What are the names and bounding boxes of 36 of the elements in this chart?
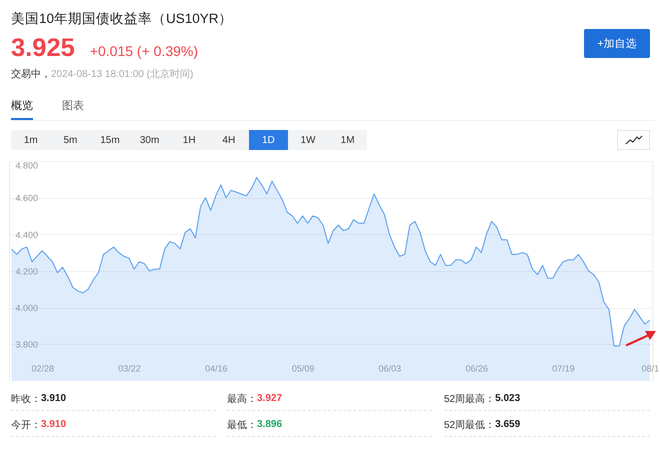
text: 2024-08-13 18:01:00 (北京时间) bbox=[51, 68, 194, 81]
toolbar: 1m 5m 15m 30m 1H 4H 1D 1W 1M bbox=[11, 130, 368, 150]
text: 52周最高： bbox=[444, 392, 496, 406]
add-button: +加自选 bbox=[584, 29, 650, 58]
x-tick-label: 05/09 bbox=[292, 363, 315, 374]
text: 3.910 bbox=[41, 393, 66, 404]
x-tick-label: 06/03 bbox=[378, 363, 402, 374]
x-tick-label: 07/19 bbox=[552, 363, 575, 374]
y-tick-label: 4.000 bbox=[16, 303, 38, 314]
text: 美国10年期国债收益率（US10YR） bbox=[11, 10, 233, 28]
x-tick-label: 02/28 bbox=[32, 363, 54, 374]
x-tick-label: 08/1 bbox=[642, 363, 660, 374]
x-tick-label: 06/26 bbox=[466, 363, 488, 374]
text: 52周最低： bbox=[444, 418, 496, 432]
x-tick-label: 03/22 bbox=[118, 363, 141, 374]
text: 今开： bbox=[11, 418, 41, 432]
y-tick-label: 4.400 bbox=[16, 230, 38, 240]
text: +0.015 (+ 0.39%) bbox=[90, 43, 198, 59]
text: 5.023 bbox=[495, 393, 520, 404]
text: 3.925 bbox=[11, 34, 75, 63]
text: 3.659 bbox=[495, 419, 520, 430]
text: 最高： bbox=[227, 392, 257, 406]
text: 概览 bbox=[11, 99, 33, 113]
x-tick-label: 04/16 bbox=[205, 363, 228, 374]
text: 3.910 bbox=[41, 419, 66, 430]
selected-button: 1D bbox=[248, 130, 288, 150]
y-tick-label: 4.600 bbox=[16, 193, 38, 204]
y-tick-label: 4.800 bbox=[16, 160, 38, 170]
text: 3.927 bbox=[257, 393, 282, 404]
text: 交易中， bbox=[11, 68, 51, 81]
y-tick-label: 3.800 bbox=[16, 340, 38, 350]
text: 昨收： bbox=[11, 392, 41, 406]
text: 最低： bbox=[227, 418, 257, 432]
text: 3.896 bbox=[257, 419, 282, 430]
y-tick-label: 4.200 bbox=[16, 266, 38, 276]
text: 图表 bbox=[62, 99, 84, 113]
